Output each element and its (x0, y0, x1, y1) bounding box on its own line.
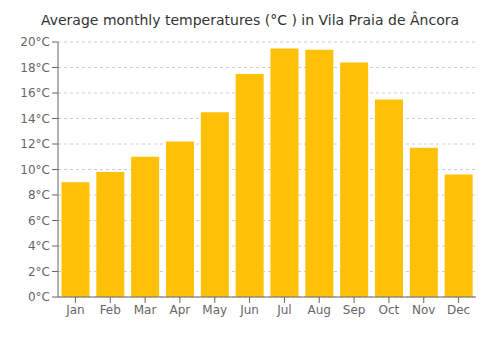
svg-text:8°C: 8°C (28, 188, 50, 202)
html-text:Average monthly temperatures (: Average monthly temperatures (°C ) in Vi… (41, 12, 459, 28)
svg-text:Jun: Jun (239, 303, 259, 317)
svg-text:Aug: Aug (308, 303, 331, 317)
svg-text:Oct: Oct (379, 303, 400, 317)
svg-text:Apr: Apr (170, 303, 191, 317)
svg-text:Mar: Mar (134, 303, 157, 317)
svg-text:Dec: Dec (447, 303, 470, 317)
svg-text:4°C: 4°C (28, 239, 50, 253)
svg-text:Jan: Jan (65, 303, 85, 317)
svg-text:18°C: 18°C (20, 61, 50, 75)
svg-text:Nov: Nov (412, 303, 435, 317)
svg-text:May: May (202, 303, 227, 317)
svg-text:12°C: 12°C (20, 137, 50, 151)
svg-text:16°C: 16°C (20, 86, 50, 100)
svg-text:Jul: Jul (276, 303, 291, 317)
svg-text:0°C: 0°C (28, 290, 50, 304)
svg-text:20°C: 20°C (20, 35, 50, 49)
svg-text:2°C: 2°C (28, 265, 50, 279)
svg-text:Feb: Feb (100, 303, 121, 317)
svg-text:6°C: 6°C (28, 214, 50, 228)
svg-text:Sep: Sep (343, 303, 366, 317)
svg-text:10°C: 10°C (20, 163, 50, 177)
svg-text:14°C: 14°C (20, 112, 50, 126)
